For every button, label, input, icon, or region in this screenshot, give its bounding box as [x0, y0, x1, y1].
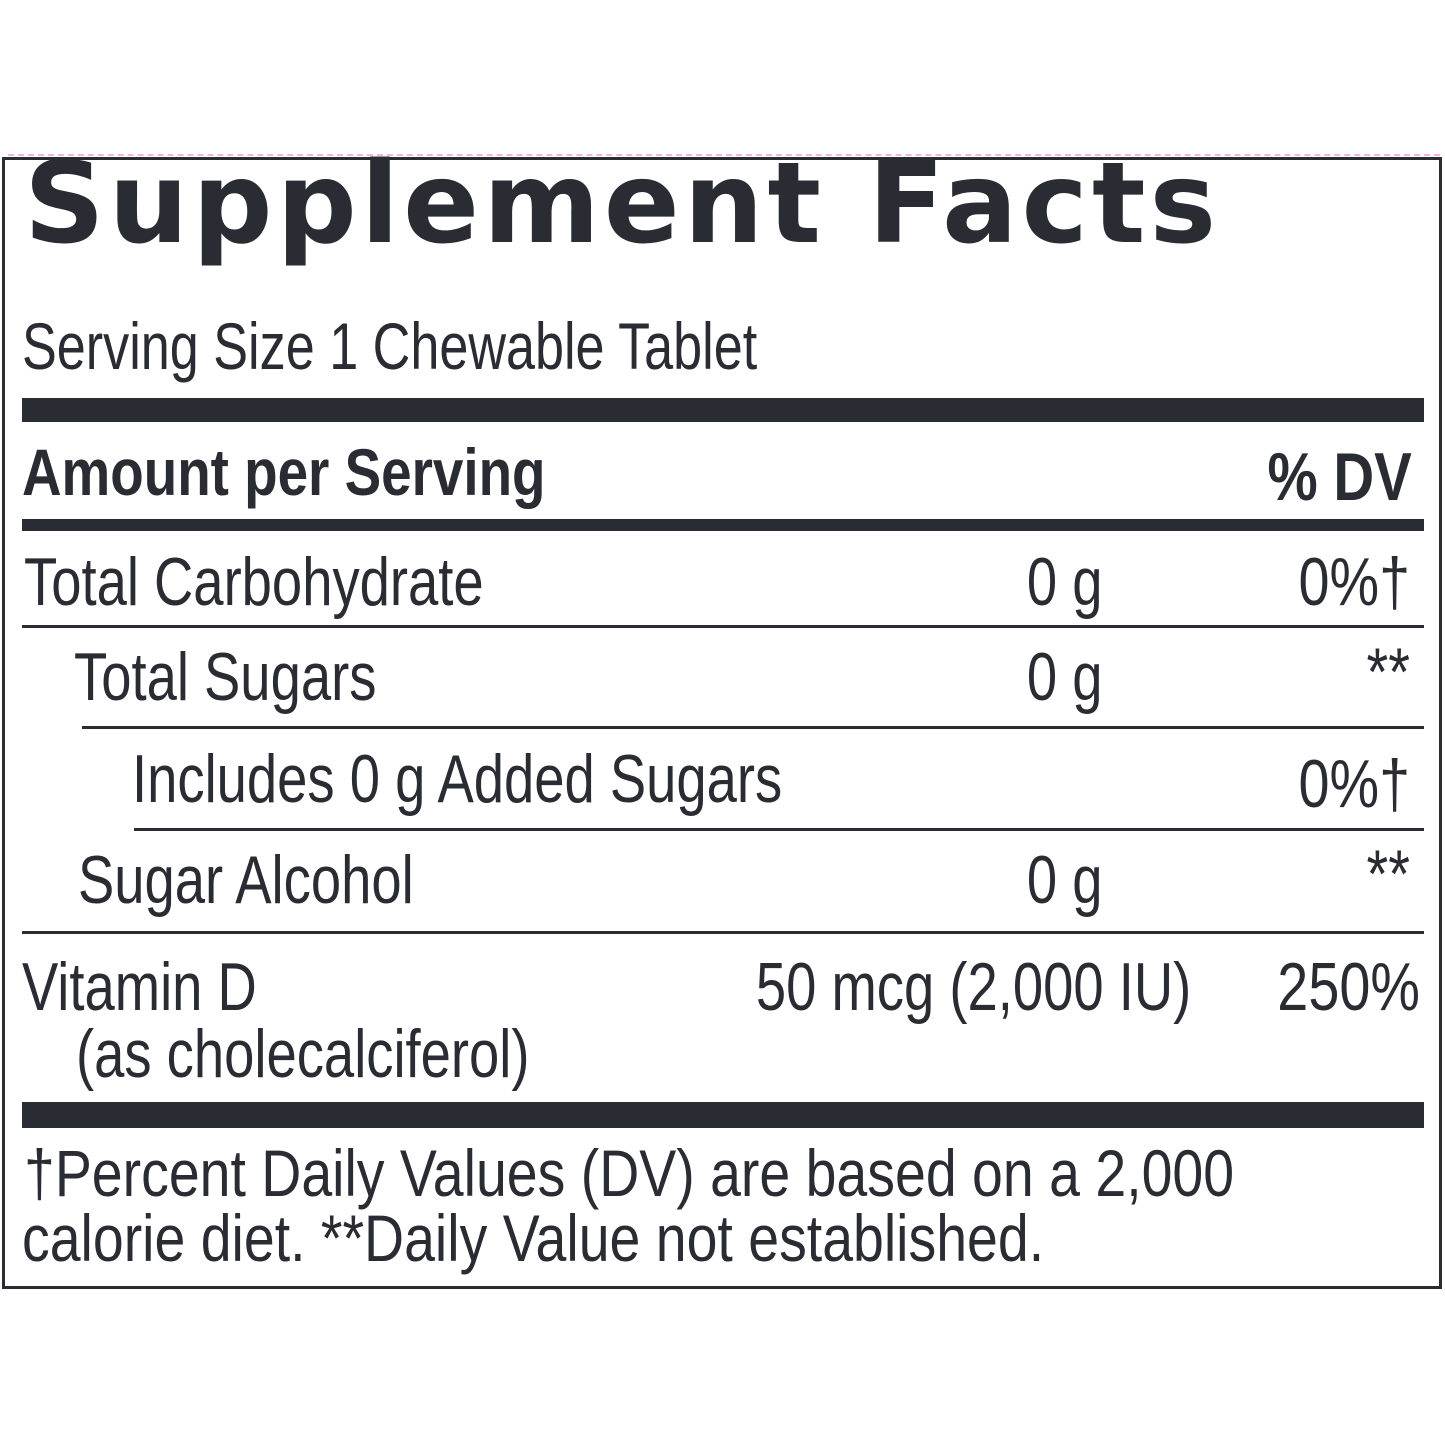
row-dv-total-carbohydrate: 0%†	[1298, 544, 1410, 620]
row-divider	[22, 625, 1424, 628]
row-subname-vitamin-d: (as cholecalciferol)	[76, 1016, 530, 1092]
footnote-line-1: †Percent Daily Values (DV) are based on …	[24, 1136, 1235, 1210]
row-name-total-sugars: Total Sugars	[74, 639, 377, 715]
row-dv-total-sugars: **	[1366, 634, 1410, 710]
row-name-total-carbohydrate: Total Carbohydrate	[24, 544, 484, 620]
row-amount-sugar-alcohol: 0 g	[1027, 842, 1103, 918]
thick-divider-bottom	[22, 1102, 1424, 1128]
supplement-facts-panel	[2, 157, 1442, 1289]
row-divider	[134, 828, 1424, 831]
row-dv-added-sugars: 0%†	[1298, 746, 1410, 822]
dv-header: % DV	[1267, 439, 1412, 515]
row-name-sugar-alcohol: Sugar Alcohol	[78, 842, 414, 918]
row-divider	[22, 931, 1424, 934]
row-amount-total-carbohydrate: 0 g	[1027, 544, 1103, 620]
row-dv-sugar-alcohol: **	[1366, 836, 1410, 912]
row-divider	[82, 726, 1424, 729]
row-dv-vitamin-d: 250%	[1277, 949, 1420, 1025]
row-name-vitamin-d: Vitamin D	[22, 949, 257, 1025]
panel-title: Supplement Facts	[24, 139, 1221, 269]
top-dashed-trim	[8, 154, 1440, 156]
footnote-line-2: calorie diet. **Daily Value not establis…	[22, 1201, 1045, 1275]
serving-size: Serving Size 1 Chewable Tablet	[22, 309, 758, 383]
row-name-added-sugars: Includes 0 g Added Sugars	[132, 741, 783, 817]
row-amount-vitamin-d: 50 mcg (2,000 IU)	[755, 949, 1191, 1025]
header-divider	[22, 519, 1424, 531]
amount-per-serving-header: Amount per Serving	[22, 435, 546, 509]
thick-divider-top	[22, 398, 1424, 422]
row-amount-total-sugars: 0 g	[1027, 639, 1103, 715]
